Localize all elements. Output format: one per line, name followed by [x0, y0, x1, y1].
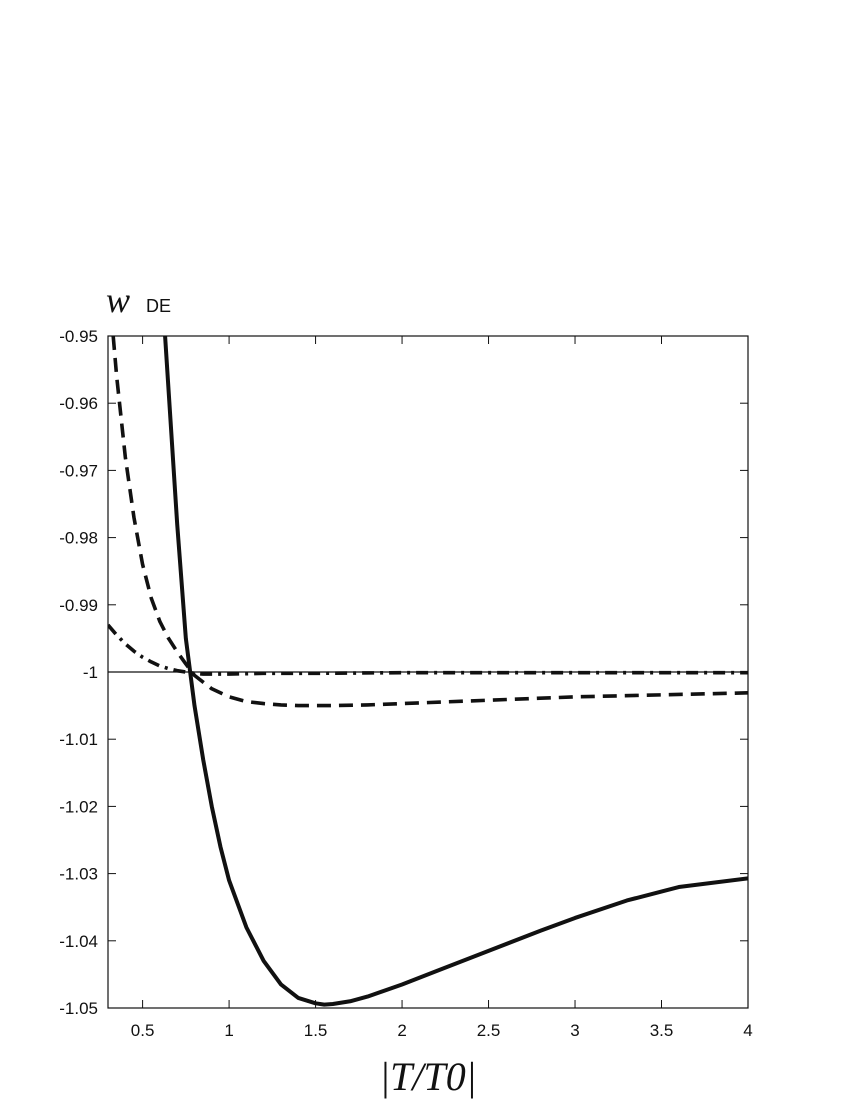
- x-tick-label: 3: [570, 1021, 579, 1040]
- x-tick-label: 3.5: [650, 1021, 674, 1040]
- series-line-dashed: [111, 336, 748, 708]
- x-tick-label: 4: [743, 1021, 752, 1040]
- series-line-solid: [163, 336, 748, 1007]
- x-tick-label: 2: [397, 1021, 406, 1040]
- y-tick-label: -1.05: [59, 999, 98, 1018]
- series-line-dash-dot: [108, 623, 748, 676]
- x-tick-label: 0.5: [131, 1021, 155, 1040]
- y-tick-label: -1.01: [59, 730, 98, 749]
- y-tick-label: -0.98: [59, 529, 98, 548]
- y-tick-label: -0.97: [59, 461, 98, 480]
- y-tick-label: -0.99: [59, 596, 98, 615]
- y-tick-label: -1.04: [59, 932, 98, 951]
- y-axis-label-main: w: [106, 280, 130, 320]
- y-axis-label: w DE: [106, 280, 171, 320]
- y-tick-label: -1: [83, 663, 98, 682]
- y-tick-label: -0.96: [59, 394, 98, 413]
- y-tick-label: -0.95: [59, 327, 98, 346]
- x-tick-label: 2.5: [477, 1021, 501, 1040]
- y-axis-label-sub: DE: [146, 296, 171, 316]
- plot-area: -0.95 -0.96 -0.97 -0.98 -0.99 -1 -1.01 -1.02 -1.…: [59, 327, 752, 1040]
- x-axis-label: |T/T0|: [379, 1054, 477, 1099]
- x-tick-label: 1: [224, 1021, 233, 1040]
- y-tick-label: -1.02: [59, 797, 98, 816]
- x-tick-label: 1.5: [304, 1021, 328, 1040]
- y-tick-label: -1.03: [59, 865, 98, 884]
